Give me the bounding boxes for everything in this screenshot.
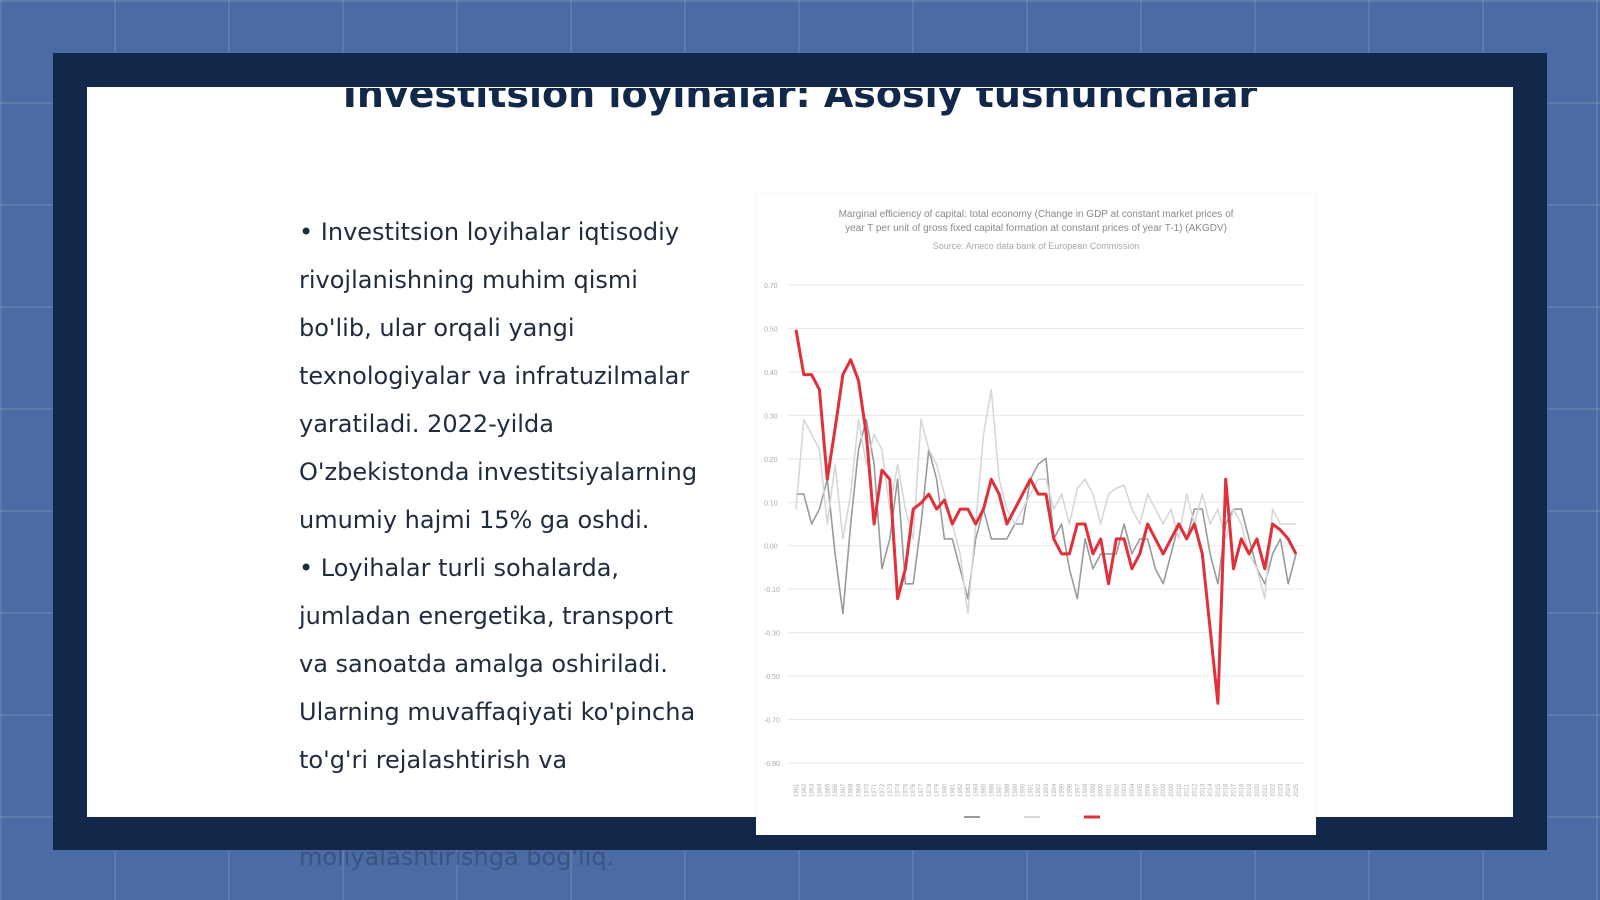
x-tick-label: 1964: [817, 783, 823, 797]
overflow-text: moliyalashtirishga bog'liq.: [299, 843, 615, 871]
y-tick-label: 0.20: [764, 457, 778, 464]
x-tick-label: 2000: [1099, 783, 1105, 797]
x-tick-label: 1988: [1005, 783, 1011, 797]
x-tick-label: 1981: [950, 783, 956, 797]
x-tick-label: 2022: [1271, 783, 1277, 797]
y-tick-label: -0.90: [764, 761, 780, 768]
x-tick-label: 2021: [1263, 783, 1269, 797]
series-line-1: [795, 388, 1296, 615]
x-tick-label: 2018: [1239, 783, 1245, 797]
x-tick-label: 1975: [903, 783, 909, 797]
y-tick-label: 0.70: [764, 283, 778, 290]
x-tick-label: 1999: [1091, 783, 1097, 797]
x-tick-label: 1991: [1028, 783, 1034, 797]
x-tick-label: 1990: [1021, 783, 1027, 797]
x-tick-label: 2010: [1177, 783, 1183, 797]
x-tick-label: 1982: [958, 783, 964, 797]
y-tick-label: 0.10: [764, 500, 778, 507]
line-chart: Marginal efficiency of capital: total ec…: [764, 209, 1304, 819]
y-tick-label: 0.00: [764, 544, 778, 551]
y-tick-labels: 0.70 0.50 0.40 0.30 0.20 0.10 0.00 -0.10 -0.30 -0…: [764, 283, 780, 768]
x-tick-label: 1984: [974, 783, 980, 797]
x-tick-label: 2005: [1138, 783, 1144, 797]
x-tick-label: 2003: [1122, 783, 1128, 797]
slide-body: • Investitsion loyihalar iqtisodiy rivoj…: [299, 208, 699, 784]
x-tick-label: 2011: [1185, 783, 1191, 797]
x-tick-label: 2023: [1278, 783, 1284, 797]
x-tick-label: 2006: [1146, 783, 1152, 797]
series-line-2: [794, 329, 1298, 705]
x-tick-label: 1963: [810, 783, 816, 797]
x-tick-label: 1996: [1067, 783, 1073, 797]
x-tick-label: 2017: [1232, 783, 1238, 797]
x-tick-label: 2014: [1208, 783, 1214, 797]
x-tick-label: 1962: [802, 783, 808, 797]
y-tick-label: -0.30: [764, 631, 780, 638]
x-tick-label: 1965: [825, 783, 831, 797]
x-tick-label: 1970: [864, 783, 870, 797]
x-tick-label: 1971: [872, 783, 878, 797]
x-tick-label: 2007: [1153, 783, 1159, 797]
chart-card: Marginal efficiency of capital: total ec…: [756, 193, 1316, 835]
x-tick-label: 1980: [942, 783, 948, 797]
y-tick-label: 0.40: [764, 370, 778, 377]
y-tick-label: -0.10: [764, 587, 780, 594]
x-tick-label: 2008: [1161, 783, 1167, 797]
y-tick-label: -0.50: [764, 674, 780, 681]
chart-series: [794, 329, 1298, 705]
x-tick-label: 1995: [1060, 783, 1066, 797]
x-tick-label: 2020: [1255, 783, 1261, 797]
x-tick-label: 1976: [911, 783, 917, 797]
bullet-paragraph-1: • Investitsion loyihalar iqtisodiy rivoj…: [299, 218, 698, 534]
x-tick-label: 1972: [880, 783, 886, 797]
x-tick-label: 1966: [833, 783, 839, 797]
x-tick-label: 1973: [888, 783, 894, 797]
y-tick-label: 0.50: [764, 326, 778, 333]
x-tick-label: 2001: [1107, 783, 1113, 797]
x-tick-label: 1967: [841, 783, 847, 797]
x-tick-label: 1997: [1075, 783, 1081, 797]
x-tick-label: 2025: [1294, 783, 1300, 797]
x-tick-label: 1989: [1013, 783, 1019, 797]
x-tick-label: 1987: [997, 783, 1003, 797]
x-tick-label: 1968: [849, 783, 855, 797]
y-tick-label: -0.70: [764, 718, 780, 725]
x-tick-label: 1961: [794, 783, 800, 797]
bullet-paragraph-2: • Loyihalar turli sohalarda, jumladan en…: [299, 554, 696, 774]
chart-title-group: Marginal efficiency of capital: total ec…: [839, 209, 1234, 251]
x-tick-label: 1969: [857, 783, 863, 797]
x-tick-label: 2012: [1192, 783, 1198, 797]
x-tick-label: 2004: [1130, 783, 1136, 797]
x-tick-labels: 1961 1962 1963 1964 1965 1966 1967 1968 1969 1970…: [794, 783, 1300, 797]
x-tick-label: 2009: [1169, 783, 1175, 797]
x-tick-label: 1977: [919, 783, 925, 797]
x-tick-label: 1994: [1052, 783, 1058, 797]
series-line-0: [796, 418, 1297, 615]
y-tick-label: 0.30: [764, 413, 778, 420]
x-tick-label: 2019: [1247, 783, 1253, 797]
x-tick-label: 2013: [1200, 783, 1206, 797]
x-tick-label: 1992: [1036, 783, 1042, 797]
x-tick-label: 2002: [1114, 783, 1120, 797]
chart-subtitle: Source: Ameco data bank of European Comm…: [933, 241, 1140, 251]
x-tick-label: 1978: [927, 783, 933, 797]
chart-title: Marginal efficiency of capital: total ec…: [839, 209, 1234, 234]
x-tick-label: 1979: [935, 783, 941, 797]
x-tick-label: 1993: [1044, 783, 1050, 797]
x-tick-label: 1986: [989, 783, 995, 797]
x-tick-label: 1974: [896, 783, 902, 797]
x-tick-label: 2024: [1286, 783, 1292, 797]
x-tick-label: 1998: [1083, 783, 1089, 797]
x-tick-label: 2015: [1216, 783, 1222, 797]
x-tick-label: 1985: [982, 783, 988, 797]
x-tick-label: 2016: [1224, 783, 1230, 797]
x-tick-label: 1983: [966, 783, 972, 797]
slide-title: Investitsion loyihalar: Asosiy tushuncha…: [342, 72, 1258, 116]
